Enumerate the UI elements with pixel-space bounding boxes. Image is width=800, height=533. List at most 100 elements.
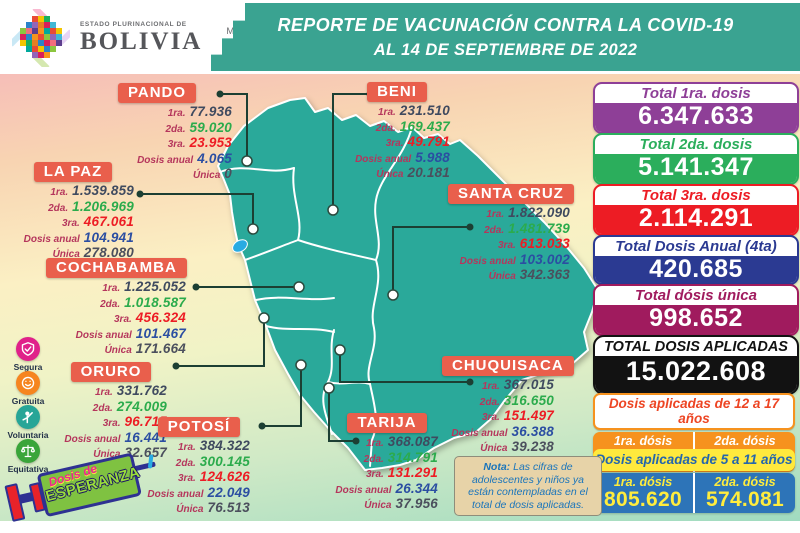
stat-row: 2da. 274.009 <box>92 398 167 414</box>
header-bar: ESTADO PLURINACIONAL DE BOLIVIA MINISTER… <box>0 0 800 74</box>
total-card-title: TOTAL DOSIS APLICADAS <box>604 339 788 355</box>
stat-row: Dosis anual 22.049 <box>147 484 250 500</box>
stat-row: 1ra. 367.015 <box>482 377 554 392</box>
stat-row: 1ra. 1.822.090 <box>486 205 570 220</box>
dept-name-oruro: ORURO <box>70 362 152 382</box>
title-banner: REPORTE DE VACUNACIÓN CONTRA LA COVID-19… <box>211 3 800 71</box>
dept-name-lapaz: LA PAZ <box>33 162 113 182</box>
stat-row: Dosis anual 103.002 <box>459 251 570 267</box>
note-box: Nota: Las cifras de adolescentes y niños… <box>454 456 602 516</box>
stat-row: Dosis anual 16.441 <box>64 429 167 445</box>
dept-name-potosi: POTOSÍ <box>157 417 241 437</box>
stat-row: Dosis anual 101.467 <box>75 325 186 341</box>
dept-block-beni: BENI 1ra. 231.510 2da. 169.437 3ra. 49.791 … <box>344 82 450 182</box>
dept-name-beni: BENI <box>367 82 427 102</box>
stat-row: 1ra. 1.539.859 <box>50 183 134 198</box>
dept-name-tarija: TARIJA <box>347 413 427 433</box>
stat-row: 2da. 59.020 <box>165 119 232 135</box>
stat-row: 1ra. 331.762 <box>95 383 167 398</box>
dept-block-chuquisaca: CHUQUISACA 1ra. 367.015 2da. 316.650 3ra. 1… <box>442 356 574 456</box>
principle-gratuita: Gratuita <box>0 371 56 406</box>
total-card-dose2: Total 2da. dosis 5.141.347 <box>593 133 799 185</box>
total-card-title: Total Dosis Anual (4ta) <box>615 238 777 255</box>
stat-row: 3ra. 23.953 <box>167 135 232 150</box>
dept-name-pando: PANDO <box>117 83 197 103</box>
stat-row: Única 342.363 <box>488 267 570 282</box>
dept-block-oruro: ORURO 1ra. 331.762 2da. 274.009 3ra. 96.715… <box>55 362 167 462</box>
dept-name-cochabamba: COCHABAMBA <box>46 258 187 278</box>
stat-row: 3ra. 456.324 <box>114 310 186 325</box>
shield-check-icon <box>16 337 40 361</box>
total-card-dose3: Total 3ra. dosis 2.114.291 <box>593 184 799 236</box>
age-group-5-11: Dosis aplicadas de 5 a 11 años 1ra. dósi… <box>593 449 795 513</box>
total-card-aplicadas: TOTAL DOSIS APLICADAS 15.022.608 <box>593 335 799 395</box>
principle-voluntaria: Voluntaria <box>0 405 56 440</box>
report-title-line2: AL 14 DE SEPTIEMBRE DE 2022 <box>373 40 638 59</box>
stat-row: 1ra. 77.936 <box>167 104 232 119</box>
stat-row: 2da. 300.145 <box>175 453 250 469</box>
total-card-dose1: Total 1ra. dosis 6.347.633 <box>593 82 799 134</box>
note-heading: Nota: <box>483 461 511 473</box>
stat-row: Única 278.080 <box>52 245 134 260</box>
total-card-value: 2.114.291 <box>595 205 797 234</box>
stat-row: 1ra. 368.087 <box>366 434 438 449</box>
divider <box>693 473 695 513</box>
stat-row: 1ra. 384.322 <box>178 438 250 453</box>
balance-scale-icon <box>16 439 40 463</box>
brand-small-label: ESTADO PLURINACIONAL DE <box>80 20 187 28</box>
stat-row: 3ra. 96.715 <box>102 414 167 429</box>
stat-row: 3ra. 613.033 <box>498 236 570 251</box>
stat-row: Única 32.657 <box>93 445 167 460</box>
dept-block-potosi: POTOSÍ 1ra. 384.322 2da. 300.145 3ra. 124.6… <box>147 417 250 517</box>
stat-row: 3ra. 151.497 <box>482 408 554 423</box>
stat-row: 2da. 1.206.969 <box>48 198 134 214</box>
age-group-body: 1ra. dósis 805.620 2da. dósis 574.081 <box>593 473 795 513</box>
dept-block-cochabamba: COCHABAMBA 1ra. 1.225.052 2da. 1.018.587 3… <box>46 258 187 358</box>
raised-hand-person-icon <box>16 405 40 429</box>
dept-block-tarija: TARIJA 1ra. 368.087 2da. 314.791 3ra. 131.2… <box>335 413 438 513</box>
total-card-title: Total 2da. dosis <box>639 136 753 153</box>
stat-row: 3ra. 131.291 <box>366 465 438 480</box>
age-group-title: Dosis aplicadas de 5 a 11 años <box>593 449 795 471</box>
principle-segura: Segura <box>0 337 56 372</box>
age-group-title: Dosis aplicadas de 12 a 17 años <box>593 393 795 430</box>
stat-row: 1ra. 1.225.052 <box>102 279 186 294</box>
dept-name-santacruz: SANTA CRUZ <box>448 184 574 204</box>
brand-text: ESTADO PLURINACIONAL DE BOLIVIA <box>80 20 203 56</box>
total-card-value: 6.347.633 <box>595 103 797 132</box>
dept-block-lapaz: LA PAZ 1ra. 1.539.859 2da. 1.206.969 3ra. 4… <box>12 162 134 262</box>
stat-row: Dosis anual 26.344 <box>335 480 438 496</box>
stat-row: 3ra. 124.626 <box>178 469 250 484</box>
stat-row: 1ra. 231.510 <box>378 103 450 118</box>
stat-row: 3ra. 49.791 <box>385 134 450 149</box>
principle-equitativa: Equitativa <box>0 439 56 474</box>
stat-row: Única 171.664 <box>104 341 186 356</box>
report-title-line1: REPORTE DE VACUNACIÓN CONTRA LA COVID-19 <box>277 14 734 35</box>
smiley-icon <box>16 371 40 395</box>
total-card-unica: Total dósis única 998.652 <box>593 284 799 336</box>
stat-row: 2da. 1.018.587 <box>100 294 186 310</box>
total-card-anual: Total Dosis Anual (4ta) 420.685 <box>593 235 799 285</box>
total-card-value: 15.022.608 <box>595 356 797 393</box>
stat-row: Única 37.956 <box>364 496 438 511</box>
total-card-value: 5.141.347 <box>595 154 797 183</box>
dept-name-chuquisaca: CHUQUISACA <box>442 356 574 376</box>
total-card-value: 420.685 <box>595 256 797 283</box>
stat-row: 2da. 1.481.739 <box>484 220 570 236</box>
stat-row: 2da. 314.791 <box>363 449 438 465</box>
stat-row: Única 39.238 <box>480 439 554 454</box>
chakana-logo-icon <box>12 9 70 67</box>
stat-row: 2da. 316.650 <box>479 392 554 408</box>
stat-row: 3ra. 467.061 <box>62 214 134 229</box>
brand-country-name: BOLIVIA <box>80 28 203 56</box>
total-card-title: Total 3ra. dosis <box>641 187 751 204</box>
dept-block-santacruz: SANTA CRUZ 1ra. 1.822.090 2da. 1.481.739 3… <box>448 184 574 284</box>
stat-row: Única 20.181 <box>376 165 450 180</box>
stat-row: Dosis anual 36.388 <box>451 423 554 439</box>
age-cell-dose1: 1ra. dósis 805.620 <box>603 475 682 511</box>
stat-row: Única 76.513 <box>176 500 250 515</box>
total-card-title: Total 1ra. dosis <box>641 85 751 102</box>
total-card-title: Total dósis única <box>635 287 757 304</box>
stat-row: 2da. 169.437 <box>375 118 450 134</box>
